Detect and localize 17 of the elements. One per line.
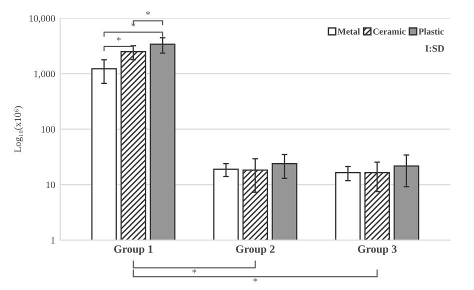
legend-label: Metal xyxy=(338,28,360,35)
text: * xyxy=(146,11,150,15)
y-tick-label: 10,000 xyxy=(29,15,55,24)
y-tick-label: 1 xyxy=(51,237,55,244)
annotation: * xyxy=(116,37,121,41)
legend-label: Ceramic xyxy=(373,28,406,35)
y-axis-title: Log₁₀(x10⁶) xyxy=(14,106,24,152)
annotation: I:SD xyxy=(425,45,444,52)
x-tick-label: Group 2 xyxy=(236,245,275,256)
x-tick-label: Group 1 xyxy=(114,245,153,256)
y-tick-label: 1,000 xyxy=(34,70,55,79)
x-tick-label: Group 3 xyxy=(358,245,397,256)
y-tick-label: 100 xyxy=(42,126,55,133)
legend-label: Plastic xyxy=(418,28,444,35)
text: * xyxy=(253,278,258,282)
y-tick-label: 10 xyxy=(46,182,55,188)
text: * xyxy=(192,269,196,273)
